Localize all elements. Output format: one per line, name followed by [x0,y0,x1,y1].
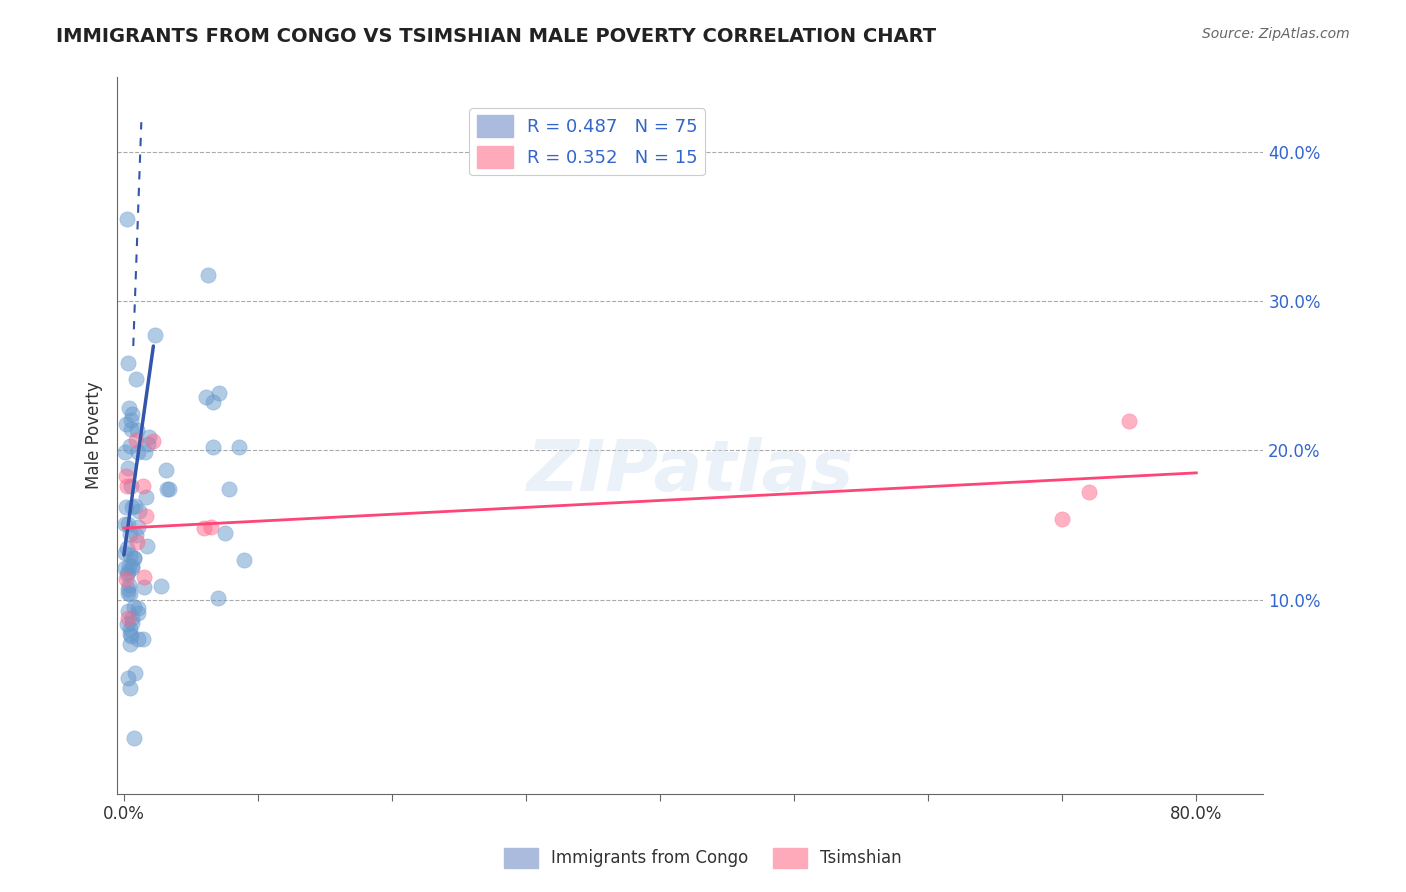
Point [125,423,148,437]
Point [142,434,165,448]
Point [117,565,139,579]
Point [114,546,136,560]
Point [117,671,139,685]
Point [125,527,148,541]
Point [114,516,136,531]
Point [118,627,141,641]
Point [132,479,155,493]
Point [120,413,142,427]
Point [136,539,159,553]
Point [115,212,138,227]
Point [121,610,143,624]
Point [207,591,229,605]
Point [135,509,157,524]
Point [124,500,146,514]
Point [115,541,138,555]
Point [114,560,136,574]
Point [118,401,141,416]
Point [125,535,148,549]
Point [117,516,139,531]
Point [208,386,231,401]
Point [195,390,218,404]
Point [115,479,138,493]
Point [121,615,143,630]
Point [156,482,179,496]
Point [127,600,149,615]
Legend: R = 0.487   N = 75, R = 0.352   N = 15: R = 0.487 N = 75, R = 0.352 N = 15 [470,108,704,176]
Text: IMMIGRANTS FROM CONGO VS TSIMSHIAN MALE POVERTY CORRELATION CHART: IMMIGRANTS FROM CONGO VS TSIMSHIAN MALE … [56,27,936,45]
Point [121,407,143,421]
Point [134,445,156,459]
Point [120,549,142,563]
Point [118,681,141,696]
Point [136,437,159,451]
Point [1118,414,1140,428]
Point [127,606,149,620]
Point [201,395,224,409]
Point [128,504,150,518]
Point [121,559,143,574]
Point [122,600,145,615]
Point [143,328,166,343]
Point [115,417,138,431]
Point [134,570,156,584]
Point [155,463,177,477]
Point [118,578,141,592]
Point [118,438,141,452]
Point [120,422,142,436]
Point [124,666,146,681]
Point [200,520,222,534]
Point [127,519,149,533]
Point [214,526,236,541]
Point [117,611,139,625]
Point [118,636,141,650]
Point [120,629,142,643]
Point [122,551,145,566]
Text: ZIPatlas: ZIPatlas [527,437,853,506]
Point [117,460,139,475]
Y-axis label: Male Poverty: Male Poverty [86,382,103,490]
Point [117,356,139,370]
Point [127,632,149,647]
Text: Source: ZipAtlas.com: Source: ZipAtlas.com [1202,27,1350,41]
Point [193,521,215,535]
Point [233,553,256,567]
Point [127,445,149,459]
Point [115,469,138,483]
Point [115,617,138,632]
Point [117,604,139,618]
Point [197,268,219,282]
Point [118,559,141,574]
Point [124,550,146,565]
Point [114,444,136,458]
Point [125,434,148,448]
Point [117,586,139,600]
Point [131,632,153,647]
Point [115,500,138,515]
Point [149,579,172,593]
Point [218,482,240,496]
Point [121,561,143,575]
Point [228,440,250,454]
Point [201,440,224,454]
Legend: Immigrants from Congo, Tsimshian: Immigrants from Congo, Tsimshian [498,841,908,875]
Point [121,500,143,514]
Point [157,483,180,497]
Point [122,731,145,745]
Point [118,527,141,541]
Point [115,566,138,581]
Point [1078,484,1101,499]
Point [117,582,139,596]
Point [120,479,142,493]
Point [125,372,148,386]
Point [115,572,138,586]
Point [118,622,141,636]
Point [135,490,157,504]
Point [118,586,141,600]
Point [1052,512,1074,526]
Point [138,430,160,444]
Point [134,580,156,594]
